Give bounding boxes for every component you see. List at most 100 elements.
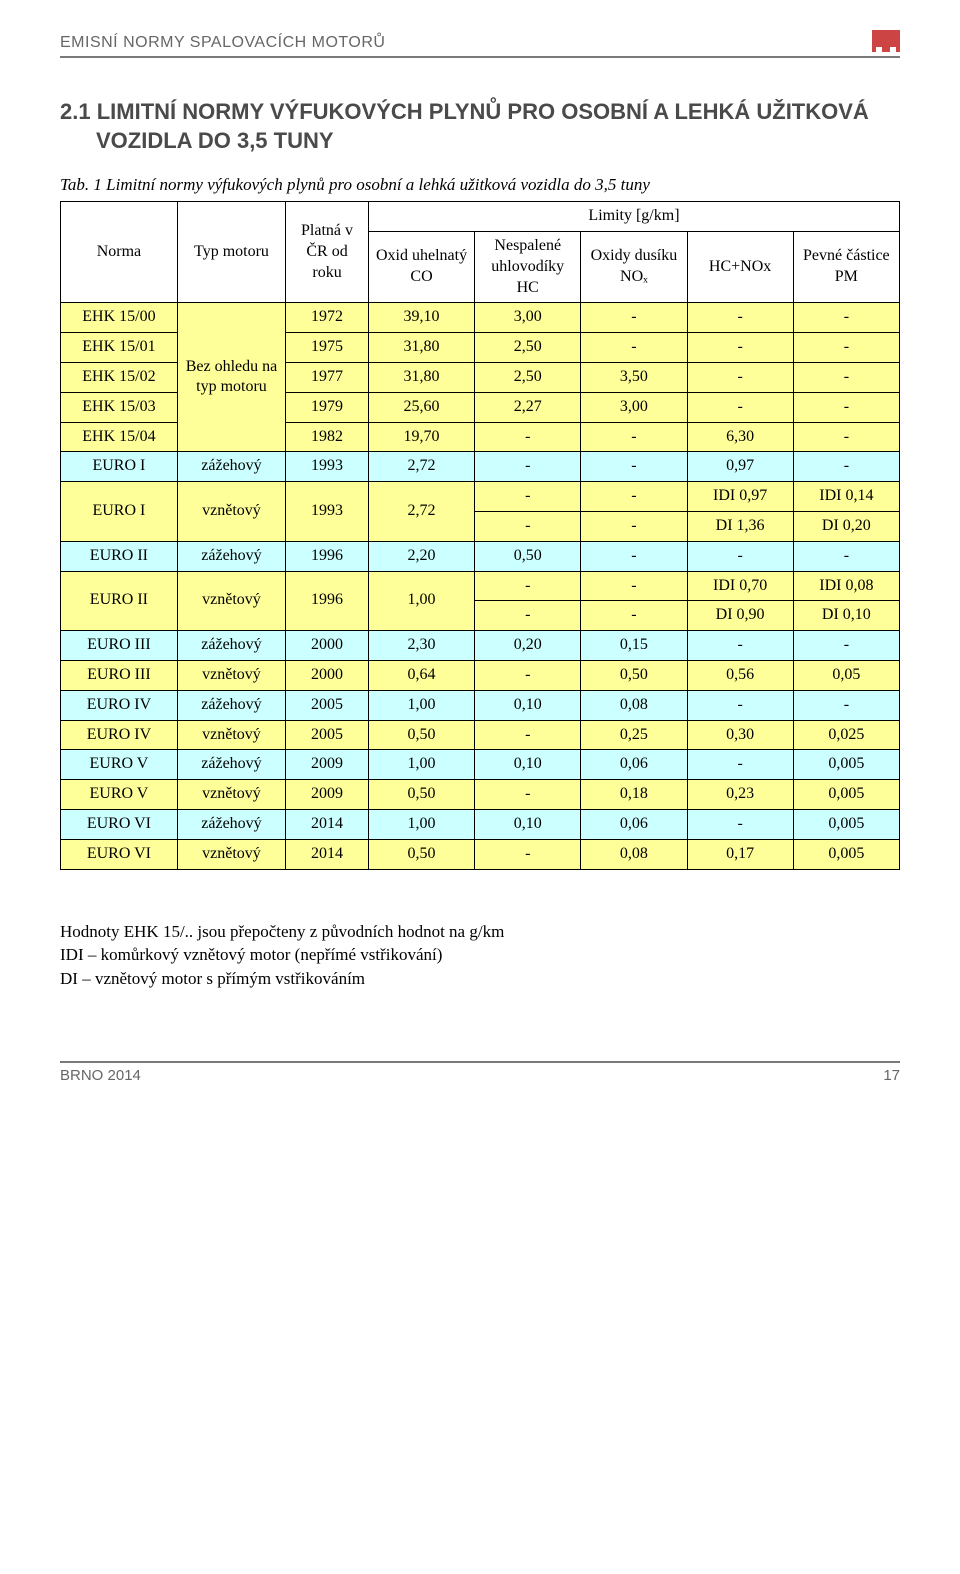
header-logo-icon xyxy=(872,30,900,52)
cell-norma: EURO IV xyxy=(61,690,178,720)
cell-co: 39,10 xyxy=(368,303,474,333)
cell-pm: DI 0,10 xyxy=(793,601,899,631)
cell-pm: - xyxy=(793,452,899,482)
cell-hcnox: 0,17 xyxy=(687,839,793,869)
th-norma: Norma xyxy=(61,202,178,303)
th-limity: Limity [g/km] xyxy=(368,202,899,232)
table-header-row: Norma Typ motoru Platná v ČR od roku Lim… xyxy=(61,202,900,232)
cell-rok: 1996 xyxy=(286,571,369,631)
table-row: EURO V zážehový 2009 1,00 0,10 0,06 - 0,… xyxy=(61,750,900,780)
cell-co: 0,64 xyxy=(368,660,474,690)
cell-hcnox: 0,56 xyxy=(687,660,793,690)
cell-rok: 1993 xyxy=(286,452,369,482)
section-title: 2.1 LIMITNÍ NORMY VÝFUKOVÝCH PLYNŮ PRO O… xyxy=(60,98,900,155)
th-hc: Nespalené uhlovodíky HC xyxy=(475,231,581,302)
cell-rok: 2014 xyxy=(286,809,369,839)
footer-page-number: 17 xyxy=(883,1067,900,1084)
section-heading-text: LIMITNÍ NORMY VÝFUKOVÝCH PLYNŮ PRO OSOBN… xyxy=(96,99,869,153)
cell-co: 2,72 xyxy=(368,482,474,542)
cell-nox: - xyxy=(581,571,687,601)
cell-typ: zážehový xyxy=(177,750,285,780)
cell-hcnox: - xyxy=(687,392,793,422)
cell-hc: - xyxy=(475,601,581,631)
cell-pm: - xyxy=(793,392,899,422)
cell-hcnox: 6,30 xyxy=(687,422,793,452)
cell-co: 1,00 xyxy=(368,750,474,780)
cell-rok: 1977 xyxy=(286,362,369,392)
cell-nox: 0,08 xyxy=(581,690,687,720)
cell-pm: - xyxy=(793,690,899,720)
cell-typ: vznětový xyxy=(177,720,285,750)
cell-co: 0,50 xyxy=(368,720,474,750)
cell-pm: 0,005 xyxy=(793,780,899,810)
cell-hcnox: IDI 0,70 xyxy=(687,571,793,601)
cell-co: 0,50 xyxy=(368,839,474,869)
cell-pm: - xyxy=(793,362,899,392)
cell-pm: - xyxy=(793,303,899,333)
cell-co: 1,00 xyxy=(368,690,474,720)
cell-co: 31,80 xyxy=(368,333,474,363)
cell-typ: vznětový xyxy=(177,660,285,690)
th-typ: Typ motoru xyxy=(177,202,285,303)
cell-hcnox: 0,97 xyxy=(687,452,793,482)
cell-norma: EHK 15/01 xyxy=(61,333,178,363)
cell-hc: - xyxy=(475,839,581,869)
cell-co: 2,72 xyxy=(368,452,474,482)
cell-norma: EURO I xyxy=(61,452,178,482)
cell-norma: EURO VI xyxy=(61,809,178,839)
cell-rok: 2014 xyxy=(286,839,369,869)
cell-nox: - xyxy=(581,452,687,482)
cell-nox: 0,25 xyxy=(581,720,687,750)
cell-rok: 2009 xyxy=(286,750,369,780)
footnotes: Hodnoty EHK 15/.. jsou přepočteny z půvo… xyxy=(60,920,900,991)
cell-rok: 2005 xyxy=(286,690,369,720)
cell-norma: EHK 15/04 xyxy=(61,422,178,452)
cell-typ: zážehový xyxy=(177,809,285,839)
cell-hc: 0,50 xyxy=(475,541,581,571)
cell-hcnox: DI 0,90 xyxy=(687,601,793,631)
table-row: EHK 15/00 Bez ohledu na typ motoru 1972 … xyxy=(61,303,900,333)
cell-norma: EURO III xyxy=(61,660,178,690)
th-co: Oxid uhelnatý CO xyxy=(368,231,474,302)
cell-norma: EHK 15/02 xyxy=(61,362,178,392)
cell-pm: - xyxy=(793,333,899,363)
cell-norma: EHK 15/00 xyxy=(61,303,178,333)
cell-hc: - xyxy=(475,452,581,482)
table-row: EURO VI zážehový 2014 1,00 0,10 0,06 - 0… xyxy=(61,809,900,839)
cell-typ: zážehový xyxy=(177,541,285,571)
table-row: EURO II vznětový 1996 1,00 - - IDI 0,70 … xyxy=(61,571,900,601)
cell-norma: EURO V xyxy=(61,780,178,810)
cell-nox: - xyxy=(581,511,687,541)
cell-co: 1,00 xyxy=(368,571,474,631)
cell-rok: 1975 xyxy=(286,333,369,363)
cell-co: 0,50 xyxy=(368,780,474,810)
th-platna: Platná v ČR od roku xyxy=(286,202,369,303)
cell-norma: EURO II xyxy=(61,541,178,571)
cell-hcnox: - xyxy=(687,303,793,333)
cell-pm: DI 0,20 xyxy=(793,511,899,541)
cell-co: 2,20 xyxy=(368,541,474,571)
cell-nox: - xyxy=(581,422,687,452)
page-header: EMISNÍ NORMY SPALOVACÍCH MOTORŮ xyxy=(60,30,900,58)
section-number: 2.1 xyxy=(60,99,91,124)
cell-hc: - xyxy=(475,720,581,750)
cell-co: 1,00 xyxy=(368,809,474,839)
cell-pm: 0,005 xyxy=(793,750,899,780)
cell-hc: - xyxy=(475,422,581,452)
table-row: EURO VI vznětový 2014 0,50 - 0,08 0,17 0… xyxy=(61,839,900,869)
cell-rok: 2005 xyxy=(286,720,369,750)
cell-norma: EURO VI xyxy=(61,839,178,869)
cell-rok: 1972 xyxy=(286,303,369,333)
cell-hcnox: 0,30 xyxy=(687,720,793,750)
cell-rok: 2000 xyxy=(286,660,369,690)
page-header-title: EMISNÍ NORMY SPALOVACÍCH MOTORŮ xyxy=(60,34,385,52)
cell-co: 31,80 xyxy=(368,362,474,392)
cell-pm: 0,05 xyxy=(793,660,899,690)
cell-typ: vznětový xyxy=(177,780,285,810)
footer-left: BRNO 2014 xyxy=(60,1067,141,1084)
cell-nox: 0,50 xyxy=(581,660,687,690)
cell-hcnox: - xyxy=(687,541,793,571)
cell-typ: vznětový xyxy=(177,571,285,631)
table-row: EURO IV zážehový 2005 1,00 0,10 0,08 - - xyxy=(61,690,900,720)
cell-hc: 0,10 xyxy=(475,809,581,839)
